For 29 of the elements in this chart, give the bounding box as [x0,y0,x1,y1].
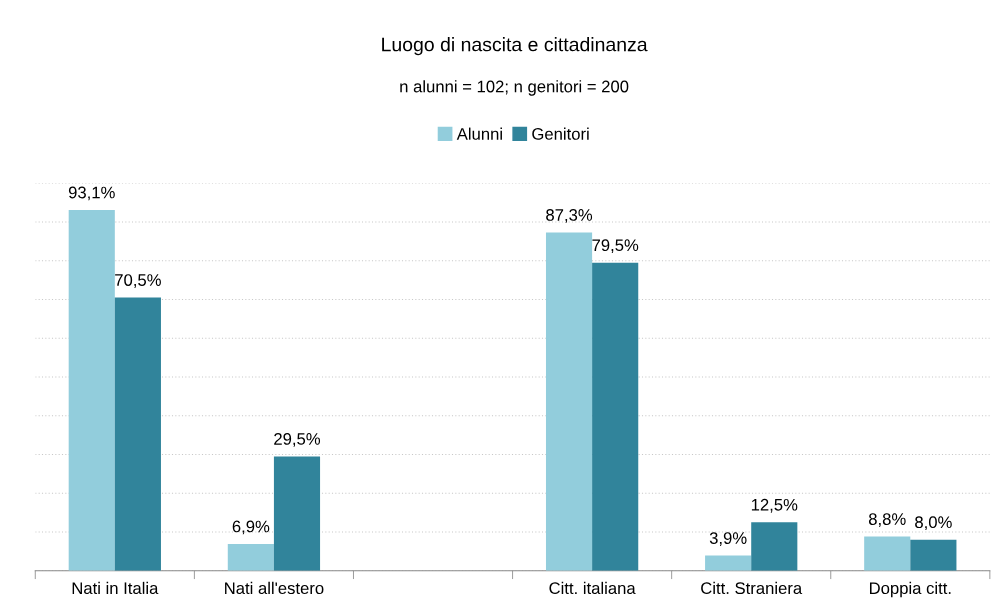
data-label: 93,1% [68,186,115,201]
x-tick-label: Citt. italiana [549,581,636,595]
bar [751,522,798,571]
chart-title: Luogo di nascita e cittadinanza [382,37,648,56]
x-tick-label: Doppia citt. [869,581,951,598]
bar [227,543,274,571]
bar [910,539,957,571]
bar [705,555,752,571]
data-label: 12,5% [751,498,798,513]
bar [864,536,911,571]
bar [68,210,115,571]
x-tick-label: Nati all'estero [225,581,324,595]
data-label: 3,9% [709,532,747,546]
data-label: 6,9% [232,520,270,535]
data-label: 87,3% [546,209,593,223]
data-label: 8,0% [915,516,952,531]
bar [545,232,593,571]
data-label: 29,5% [274,432,321,447]
x-tick-label: Nati in Italia [72,581,159,595]
bar [273,456,321,571]
data-label: 8,8% [868,513,906,527]
x-tick-label: Citt. Straniera [701,581,803,595]
chart-subtitle: n alunni = 102; n genitori = 200 [400,80,629,96]
data-label: 70,5% [115,274,161,288]
data-label: 79,5% [592,239,639,254]
bar [114,297,161,571]
bar [592,262,639,571]
legend-label: Alunni [456,127,502,140]
legend-label: Genitori [532,127,589,140]
